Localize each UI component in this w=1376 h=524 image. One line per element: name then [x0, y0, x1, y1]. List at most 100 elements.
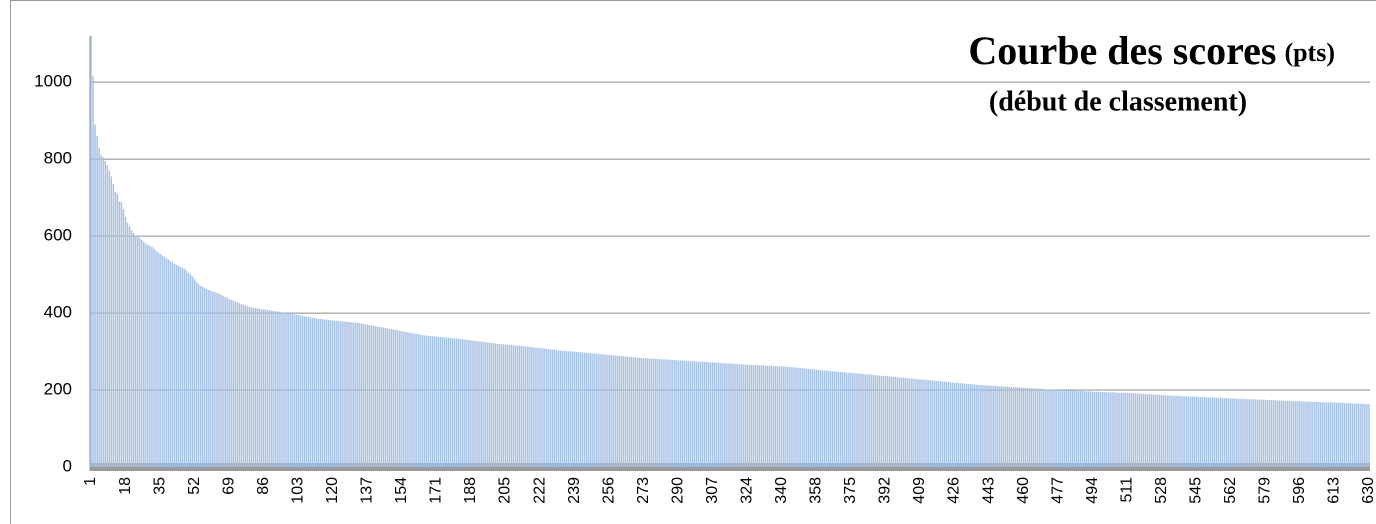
bar	[1087, 391, 1090, 467]
grid	[89, 36, 1370, 471]
bar	[525, 346, 527, 467]
bar	[1059, 390, 1061, 467]
bar	[130, 230, 133, 467]
bar	[695, 361, 698, 467]
bar	[1095, 391, 1098, 467]
bar	[1047, 389, 1049, 467]
bar	[372, 325, 375, 467]
x-tick-label: 154	[393, 477, 410, 504]
bar	[327, 319, 330, 467]
bar	[707, 362, 710, 467]
bar	[990, 385, 992, 467]
bar	[740, 364, 742, 467]
y-tick-label: 800	[44, 149, 72, 168]
bar	[488, 342, 490, 467]
bar	[277, 311, 279, 467]
bar	[1161, 395, 1163, 467]
bar	[1067, 390, 1070, 467]
bar	[1006, 386, 1009, 467]
bar	[720, 363, 722, 467]
bar	[1035, 388, 1037, 467]
bar	[397, 330, 399, 467]
bar	[559, 350, 562, 467]
bar	[543, 348, 545, 467]
bar	[1108, 392, 1110, 467]
bar	[151, 246, 153, 467]
bar	[1083, 391, 1086, 467]
bar	[494, 343, 497, 467]
bar	[478, 341, 480, 467]
bar	[1293, 401, 1295, 467]
bar	[1368, 404, 1370, 467]
bar	[1030, 388, 1033, 467]
x-tick-label: 324	[738, 477, 755, 504]
bar	[279, 311, 281, 467]
bar	[610, 355, 612, 467]
bar	[1041, 388, 1043, 467]
bar	[1130, 393, 1133, 467]
bar	[1246, 399, 1248, 467]
bar	[846, 372, 848, 467]
bar	[1278, 400, 1281, 467]
bar	[919, 379, 921, 467]
bar	[1008, 386, 1011, 467]
bar	[1069, 390, 1072, 467]
bar	[472, 340, 474, 467]
bar	[1134, 393, 1137, 467]
x-tick-label: 596	[1291, 477, 1308, 504]
bar	[250, 307, 253, 467]
bar	[1102, 391, 1104, 467]
bar	[492, 343, 495, 467]
bar	[634, 357, 637, 467]
bar	[453, 338, 456, 467]
bar	[1189, 396, 1191, 467]
bar	[500, 344, 503, 467]
x-tick-label: 358	[808, 477, 825, 504]
bar	[466, 340, 468, 467]
bar	[1053, 389, 1055, 467]
bar	[1248, 399, 1250, 467]
bar	[254, 308, 257, 467]
bar	[1301, 401, 1303, 467]
bar	[933, 380, 935, 467]
bar	[1028, 388, 1031, 467]
bar	[921, 379, 923, 467]
bar	[128, 226, 131, 467]
x-tick-label: 69	[220, 477, 237, 495]
bar	[555, 350, 558, 467]
bar	[746, 364, 749, 467]
bar	[1191, 396, 1193, 467]
bar	[1335, 402, 1338, 467]
bar	[744, 364, 746, 467]
bar	[1063, 390, 1065, 467]
bar	[1055, 389, 1057, 467]
bar	[1012, 386, 1015, 467]
bar	[1289, 400, 1291, 467]
bar	[961, 383, 964, 467]
bar	[417, 334, 419, 467]
bar	[943, 381, 946, 467]
bar	[636, 357, 639, 467]
bar	[484, 342, 486, 467]
bar	[1309, 401, 1311, 467]
bar	[1295, 401, 1297, 467]
bar	[122, 209, 125, 467]
bar	[685, 360, 688, 467]
bar	[951, 382, 954, 467]
x-tick-label: 273	[635, 477, 652, 504]
bar	[366, 324, 369, 467]
bar	[271, 310, 273, 467]
x-tick-label: 460	[1015, 477, 1032, 504]
bar	[1209, 397, 1212, 467]
bar	[382, 327, 385, 467]
y-tick-label: 0	[63, 456, 72, 475]
bar	[342, 321, 344, 467]
bar	[716, 362, 718, 467]
bar	[189, 274, 192, 467]
bar	[120, 202, 123, 467]
bar	[1110, 392, 1112, 467]
bar	[362, 323, 365, 467]
bar	[210, 290, 212, 467]
bar	[118, 201, 121, 468]
